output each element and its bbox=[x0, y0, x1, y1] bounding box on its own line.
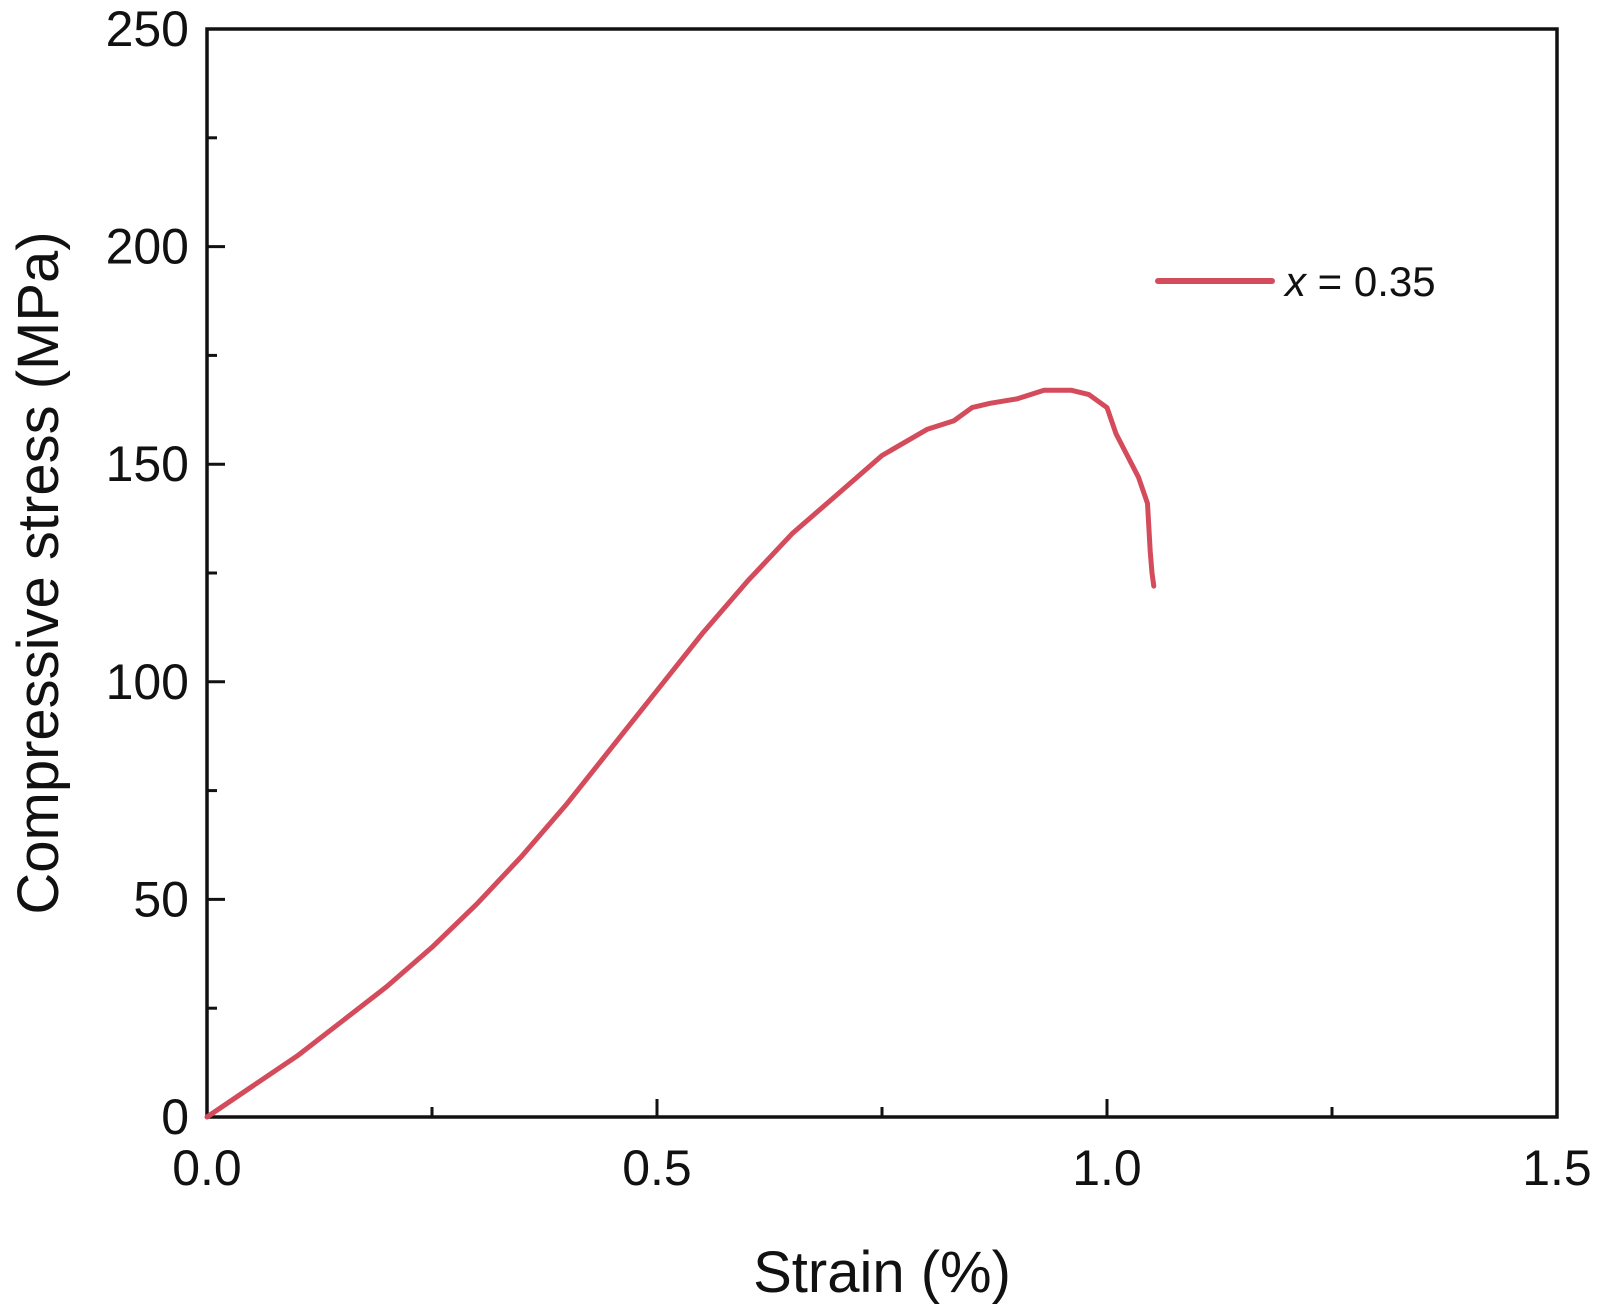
data-series bbox=[204, 387, 1157, 1120]
y-tick-label: 150 bbox=[106, 436, 189, 492]
legend-value: = 0.35 bbox=[1306, 258, 1436, 305]
y-axis-title: Compressive stress (MPa) bbox=[6, 231, 71, 914]
x-tick-label: 0.5 bbox=[622, 1140, 692, 1196]
legend-label: x = 0.35 bbox=[1283, 258, 1436, 305]
x-tick-label: 0.0 bbox=[172, 1140, 242, 1196]
x-tick-label: 1.0 bbox=[1072, 1140, 1142, 1196]
legend: x = 0.35 bbox=[1155, 258, 1436, 305]
plot-frame bbox=[205, 27, 1559, 1119]
x-tick-label: 1.5 bbox=[1522, 1140, 1592, 1196]
axis-tick-labels: 0.0 0.5 1.0 1.5 0 50 100 150 200 250 bbox=[106, 1, 1592, 1196]
y-tick-label: 200 bbox=[106, 219, 189, 275]
y-tick-label: 250 bbox=[106, 1, 189, 57]
legend-variable: x bbox=[1283, 258, 1308, 305]
series-line-x-0-35 bbox=[204, 387, 1157, 1120]
x-axis-title: Strain (%) bbox=[753, 1240, 1011, 1305]
y-tick-label: 0 bbox=[161, 1089, 189, 1145]
axis-ticks bbox=[205, 27, 1559, 1119]
y-tick-label: 100 bbox=[106, 654, 189, 710]
y-tick-label: 50 bbox=[133, 871, 189, 927]
